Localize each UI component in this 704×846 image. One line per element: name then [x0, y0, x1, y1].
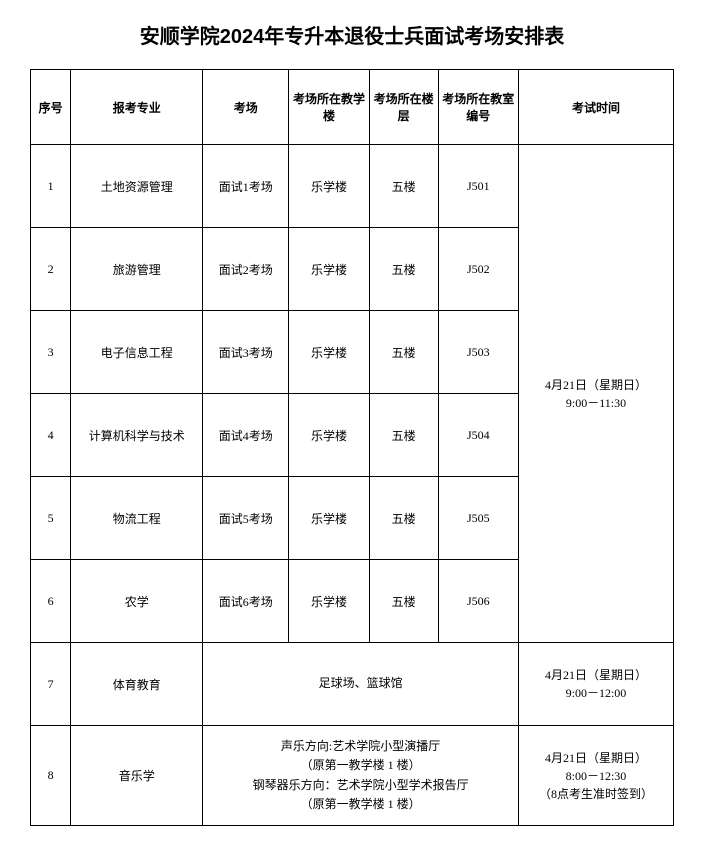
cell-building: 乐学楼	[289, 560, 369, 643]
cell-floor: 五楼	[369, 228, 438, 311]
cell-roomno: J501	[438, 145, 518, 228]
cell-room: 面试5考场	[203, 477, 289, 560]
cell-seq: 5	[31, 477, 71, 560]
cell-floor: 五楼	[369, 394, 438, 477]
cell-roomno: J502	[438, 228, 518, 311]
cell-seq: 1	[31, 145, 71, 228]
cell-major: 电子信息工程	[71, 311, 203, 394]
time-line: （8点考生准时签到）	[539, 787, 653, 801]
header-floor: 考场所在楼层	[369, 70, 438, 145]
cell-room: 面试3考场	[203, 311, 289, 394]
cell-room: 面试6考场	[203, 560, 289, 643]
table-header-row: 序号 报考专业 考场 考场所在教学楼 考场所在楼层 考场所在教室编号 考试时间	[31, 70, 674, 145]
page-container: 安顺学院2024年专升本退役士兵面试考场安排表 序号 报考专业 考场 考场所在教…	[0, 0, 704, 846]
cell-room: 面试1考场	[203, 145, 289, 228]
cell-floor: 五楼	[369, 477, 438, 560]
header-building: 考场所在教学楼	[289, 70, 369, 145]
cell-building: 乐学楼	[289, 311, 369, 394]
page-title: 安顺学院2024年专升本退役士兵面试考场安排表	[30, 20, 674, 49]
time-line: 4月21日（星期日）	[545, 668, 647, 682]
loc-line: 声乐方向:艺术学院小型演播厅	[281, 739, 440, 753]
table-row: 7 体育教育 足球场、篮球馆 4月21日（星期日） 9:00－12:00	[31, 643, 674, 726]
cell-time: 4月21日（星期日） 9:00－12:00	[518, 643, 673, 726]
time-line: 9:00－11:30	[566, 396, 626, 410]
cell-seq: 2	[31, 228, 71, 311]
table-row: 8 音乐学 声乐方向:艺术学院小型演播厅 （原第一教学楼 1 楼） 钢琴器乐方向…	[31, 726, 674, 826]
loc-line: 钢琴器乐方向：艺术学院小型学术报告厅	[253, 778, 469, 792]
cell-seq: 4	[31, 394, 71, 477]
cell-room: 面试4考场	[203, 394, 289, 477]
cell-seq: 6	[31, 560, 71, 643]
cell-building: 乐学楼	[289, 477, 369, 560]
cell-floor: 五楼	[369, 311, 438, 394]
header-roomno: 考场所在教室编号	[438, 70, 518, 145]
cell-seq: 7	[31, 643, 71, 726]
loc-line: （原第一教学楼 1 楼）	[301, 797, 421, 811]
cell-roomno: J505	[438, 477, 518, 560]
header-time: 考试时间	[518, 70, 673, 145]
cell-floor: 五楼	[369, 560, 438, 643]
cell-room: 面试2考场	[203, 228, 289, 311]
header-room: 考场	[203, 70, 289, 145]
cell-major: 土地资源管理	[71, 145, 203, 228]
cell-location-merged: 足球场、篮球馆	[203, 643, 519, 726]
cell-floor: 五楼	[369, 145, 438, 228]
cell-major: 物流工程	[71, 477, 203, 560]
cell-building: 乐学楼	[289, 145, 369, 228]
time-line: 4月21日（星期日）	[545, 378, 647, 392]
cell-seq: 3	[31, 311, 71, 394]
schedule-table: 序号 报考专业 考场 考场所在教学楼 考场所在楼层 考场所在教室编号 考试时间 …	[30, 69, 674, 826]
header-major: 报考专业	[71, 70, 203, 145]
time-line: 8:00－12:30	[566, 769, 627, 783]
cell-major: 农学	[71, 560, 203, 643]
cell-major: 体育教育	[71, 643, 203, 726]
table-row: 1 土地资源管理 面试1考场 乐学楼 五楼 J501 4月21日（星期日） 9:…	[31, 145, 674, 228]
cell-time: 4月21日（星期日） 8:00－12:30 （8点考生准时签到）	[518, 726, 673, 826]
cell-major: 音乐学	[71, 726, 203, 826]
cell-building: 乐学楼	[289, 394, 369, 477]
time-line: 9:00－12:00	[566, 686, 627, 700]
cell-major: 旅游管理	[71, 228, 203, 311]
cell-seq: 8	[31, 726, 71, 826]
cell-major: 计算机科学与技术	[71, 394, 203, 477]
cell-roomno: J506	[438, 560, 518, 643]
cell-roomno: J504	[438, 394, 518, 477]
time-line: 4月21日（星期日）	[545, 751, 647, 765]
loc-line: （原第一教学楼 1 楼）	[301, 758, 421, 772]
cell-time-group1: 4月21日（星期日） 9:00－11:30	[518, 145, 673, 643]
header-seq: 序号	[31, 70, 71, 145]
cell-building: 乐学楼	[289, 228, 369, 311]
cell-location-merged: 声乐方向:艺术学院小型演播厅 （原第一教学楼 1 楼） 钢琴器乐方向：艺术学院小…	[203, 726, 519, 826]
cell-roomno: J503	[438, 311, 518, 394]
